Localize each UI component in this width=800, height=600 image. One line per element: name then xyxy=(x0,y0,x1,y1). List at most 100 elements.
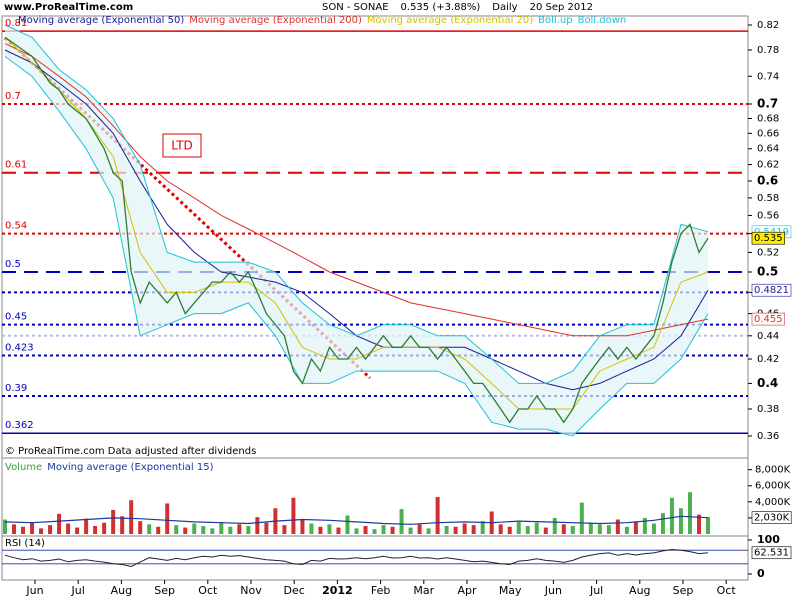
volume-bar xyxy=(66,523,71,534)
volume-bar xyxy=(264,522,269,534)
y-tick-label: 0.5 xyxy=(757,264,778,278)
volume-bar xyxy=(282,525,287,534)
volume-bar xyxy=(12,524,17,534)
level-label: 0.45 xyxy=(5,312,27,323)
volume-bar xyxy=(606,525,611,534)
ma-line xyxy=(4,43,709,337)
volume-bar xyxy=(471,525,476,534)
volume-bar xyxy=(75,527,80,534)
y-tick-label: 0.44 xyxy=(757,331,779,342)
legend-entry: Moving average (Exponential 15) xyxy=(47,462,213,473)
y-tick-label: 0 xyxy=(757,567,765,580)
volume-bar xyxy=(21,526,26,534)
y-tick-label: 0.68 xyxy=(757,113,779,124)
annotation: LTD xyxy=(171,139,193,153)
volume-bar xyxy=(255,517,260,534)
volume-bar xyxy=(480,521,485,534)
volume-bar xyxy=(678,508,683,534)
volume-bar xyxy=(174,525,179,534)
volume-bar xyxy=(237,524,242,534)
volume-bar xyxy=(633,521,638,534)
annotation-box xyxy=(162,133,202,158)
level-label: 0.39 xyxy=(5,383,27,394)
volume-bar xyxy=(381,525,386,534)
volume-bar xyxy=(57,513,62,534)
level-label: 0.362 xyxy=(5,420,34,431)
volume-bar xyxy=(309,523,314,534)
volume-bar xyxy=(498,524,503,534)
volume-bar xyxy=(111,509,116,534)
y-tick-label: 0.58 xyxy=(757,193,779,204)
volume-bar xyxy=(336,527,341,534)
site: www.ProRealTime.com xyxy=(4,2,133,13)
y-tick-label: 8,000K xyxy=(755,465,791,476)
y-tick-label: 0.66 xyxy=(757,128,779,139)
y-tick-label: 0.78 xyxy=(757,45,779,56)
volume-bar xyxy=(138,521,143,534)
x-tick-label: 2012 xyxy=(322,584,353,597)
volume-bar xyxy=(183,527,188,534)
level-label: 0.61 xyxy=(5,160,27,171)
volume-bar xyxy=(435,497,440,534)
volume-bar xyxy=(291,497,296,534)
volume-bar xyxy=(516,521,521,534)
x-tick-label: Jul xyxy=(589,584,603,597)
volume-bar xyxy=(354,528,359,534)
volume-bar xyxy=(48,525,53,534)
last-value-box xyxy=(751,231,785,245)
x-tick-label: Aug xyxy=(111,584,132,597)
volume-bar xyxy=(615,519,620,534)
level-label: 0.81 xyxy=(5,18,27,29)
y-tick-label: 0.36 xyxy=(757,431,779,442)
volume-bar xyxy=(408,527,413,534)
volume-bar xyxy=(363,525,368,534)
volume-bar xyxy=(552,517,557,534)
y-tick-label: 0.64 xyxy=(757,144,779,155)
price: 0.535 (+3.88%) xyxy=(401,2,481,13)
y-tick-label: 0.52 xyxy=(757,247,779,258)
legend-entry: Boll.up xyxy=(538,15,572,26)
x-tick-label: Oct xyxy=(717,584,737,597)
x-tick-label: Oct xyxy=(198,584,218,597)
y-tick-label: 0.62 xyxy=(757,160,779,171)
volume-bar xyxy=(706,517,710,534)
last-value-label: 62.531 xyxy=(754,548,789,559)
volume-bar xyxy=(651,523,656,534)
y-tick-label: 100 xyxy=(757,533,780,546)
volume-bar xyxy=(84,518,89,534)
x-tick-label: Apr xyxy=(457,584,477,597)
volume-bar xyxy=(588,522,593,534)
volume-bar xyxy=(669,497,674,534)
y-tick-label: 0.6 xyxy=(757,173,778,187)
volume-bar xyxy=(399,509,404,534)
last-value-box xyxy=(751,312,785,326)
footnote: © ProRealTime.com Data adjusted after di… xyxy=(5,446,256,457)
y-tick-label: 4,000K xyxy=(755,497,791,508)
x-tick-label: Feb xyxy=(371,584,390,597)
y-tick-label: 0.82 xyxy=(757,20,779,31)
volume-bar xyxy=(129,500,134,534)
volume-bar xyxy=(543,527,548,534)
x-tick-label: Mar xyxy=(413,584,434,597)
volume-bar xyxy=(165,503,170,534)
volume-bar xyxy=(570,525,575,534)
ma-line xyxy=(4,55,709,437)
volume-bar xyxy=(93,525,98,534)
volume-bar xyxy=(507,526,512,534)
y-tick-label: 0.4 xyxy=(757,376,778,390)
x-tick-label: Dec xyxy=(284,584,305,597)
legend-entry: Moving average (Exponential 200) xyxy=(189,15,362,26)
y-tick-label: 0.7 xyxy=(757,96,778,110)
volume-bar xyxy=(597,524,602,534)
volume-bar xyxy=(417,524,422,534)
last-value-box xyxy=(751,283,792,297)
last-value-box xyxy=(751,511,792,524)
x-tick-label: May xyxy=(499,584,522,597)
x-tick-label: Aug xyxy=(629,584,650,597)
volume-bar xyxy=(219,521,224,534)
volume-bar xyxy=(228,526,233,534)
price-panel xyxy=(1,15,749,459)
y-tick-label: 0.42 xyxy=(757,354,779,365)
legend-entry: Moving average (Exponential 50) xyxy=(18,15,184,26)
